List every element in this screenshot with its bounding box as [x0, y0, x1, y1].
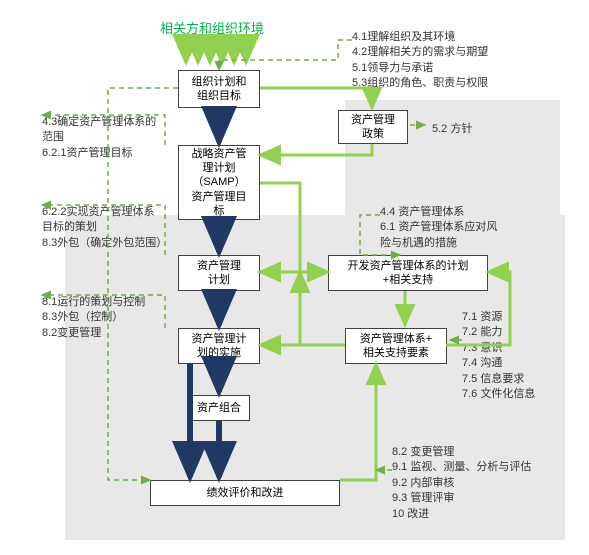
note-top-right: 4.1理解组织及其环境 4.2理解相关方的需求与期望 5.1领导力与承诺 5.3… — [352, 30, 488, 92]
node-ams-support: 资产管理体系+ 相关支持要素 — [345, 328, 447, 364]
note-mid-right: 4.4 资产管理体系 6.1 资产管理体系应对风 险与机遇的措施 — [380, 205, 497, 251]
note-left-1: 4.3确定资产管理体系的 范围 6.2.1资产管理目标 — [42, 115, 156, 161]
node-policy: 资产管理 政策 — [338, 110, 408, 144]
node-dev-plan: 开发资产管理体系的计划 +相关支持 — [328, 255, 488, 291]
node-portfolio: 资产组合 — [188, 395, 250, 421]
node-samp: 战略资产管 理计划 （SAMP） 资产管理目 标 — [178, 145, 260, 220]
diagram-title: 相关方和组织环境 — [160, 18, 264, 37]
node-amp-impl: 资产管理计 划的实施 — [178, 328, 260, 364]
note-left-2: 6.2.2实现资产管理体系 目标的策划 8.3外包（确定外包范围） — [42, 205, 167, 251]
note-right-res: 7.1 资源 7.2 能力 7.3 意识 7.4 沟通 7.5 信息要求 7.6… — [462, 310, 535, 402]
node-org-plan: 组织计划和 组织目标 — [178, 70, 260, 108]
note-52: 5.2 方针 — [432, 122, 472, 137]
node-perf: 绩效评价和改进 — [150, 480, 340, 506]
note-left-3: 8.1运行的策划与控制 8.3外包（控制） 8.2变更管理 — [42, 295, 145, 341]
note-right-bottom: 8.2 变更管理 9.1 监视、测量、分析与评估 9.2 内部审核 9.3 管理… — [392, 445, 531, 522]
node-amp: 资产管理 计划 — [178, 255, 260, 291]
